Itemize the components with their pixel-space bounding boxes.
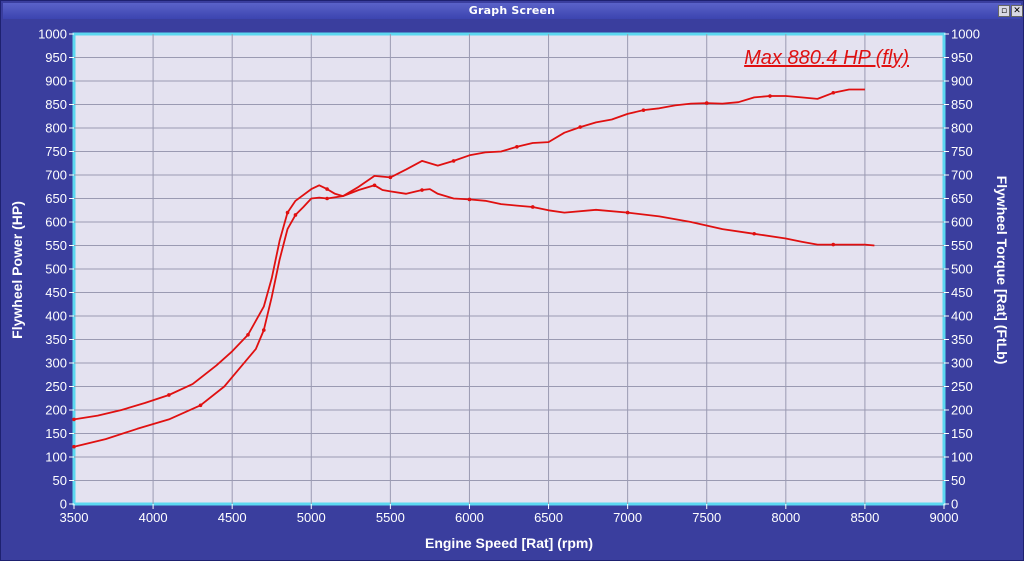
x-axis-title: Engine Speed [Rat] (rpm) bbox=[425, 535, 593, 551]
right-y-tick-label: 200 bbox=[951, 403, 973, 418]
right-y-tick-label: 950 bbox=[951, 50, 973, 65]
right-y-tick-label: 800 bbox=[951, 121, 973, 136]
title-bar[interactable]: Graph Screen ▫ ✕ bbox=[3, 3, 1023, 19]
max-power-annotation: Max 880.4 HP (fly) bbox=[744, 47, 909, 69]
right-y-tick-label: 750 bbox=[951, 144, 973, 159]
right-y-tick-label: 0 bbox=[951, 497, 958, 512]
curves bbox=[72, 88, 875, 449]
right-y-tick-label: 500 bbox=[951, 262, 973, 277]
right-y-tick-label: 850 bbox=[951, 97, 973, 112]
power-data-point bbox=[704, 101, 709, 105]
right-y-tick-label: 700 bbox=[951, 168, 973, 183]
torque-data-point bbox=[831, 242, 836, 247]
power-data-point bbox=[325, 196, 329, 201]
right-y-tick-label: 250 bbox=[951, 379, 973, 394]
close-icon[interactable]: ✕ bbox=[1011, 5, 1023, 17]
right-y-axis-title: Flywheel Torque [Rat] (FtLb) bbox=[994, 176, 1010, 365]
left-y-tick-label: 400 bbox=[45, 309, 67, 324]
power-data-point bbox=[72, 444, 76, 449]
power-data-point bbox=[831, 90, 836, 95]
torque-data-point bbox=[467, 197, 472, 202]
x-tick-label: 9000 bbox=[930, 510, 959, 525]
power-data-point bbox=[262, 328, 266, 332]
torque-data-point bbox=[167, 393, 171, 397]
left-y-tick-label: 200 bbox=[45, 403, 67, 418]
right-y-tick-label: 900 bbox=[951, 74, 973, 89]
x-tick-label: 5000 bbox=[297, 510, 326, 525]
power-data-point bbox=[198, 403, 203, 408]
left-y-tick-labels: 0 50 100 150 200 250 300 350 400 450 500 550 600 650 7… bbox=[38, 27, 74, 512]
power-data-point bbox=[768, 94, 772, 98]
left-y-tick-label: 450 bbox=[45, 285, 67, 300]
x-tick-label: 7500 bbox=[692, 510, 721, 525]
x-tick-label: 4500 bbox=[218, 510, 247, 525]
power-data-point bbox=[293, 213, 298, 217]
left-y-tick-label: 1000 bbox=[38, 27, 67, 42]
torque-data-point bbox=[752, 231, 756, 236]
left-y-tick-label: 700 bbox=[45, 168, 67, 183]
power-data-point bbox=[641, 108, 646, 112]
torque-data-point bbox=[325, 187, 329, 191]
right-y-tick-labels: 0 50 100 150 200 250 300 350 400 450 500 550 600 650 7… bbox=[944, 27, 980, 512]
left-y-tick-label: 550 bbox=[45, 238, 67, 253]
x-tick-label: 6000 bbox=[455, 510, 484, 525]
left-y-tick-label: 0 bbox=[60, 497, 67, 512]
torque-data-point bbox=[372, 183, 377, 188]
left-y-tick-label: 50 bbox=[53, 473, 67, 488]
right-y-tick-label: 100 bbox=[951, 450, 973, 465]
left-y-tick-label: 100 bbox=[45, 450, 67, 465]
left-y-tick-label: 350 bbox=[45, 332, 67, 347]
window-title: Graph Screen bbox=[468, 4, 556, 17]
left-y-tick-label: 500 bbox=[45, 262, 67, 277]
left-y-tick-label: 750 bbox=[45, 144, 67, 159]
left-y-tick-label: 900 bbox=[45, 74, 67, 89]
x-tick-label: 7000 bbox=[613, 510, 642, 525]
torque-curve bbox=[73, 184, 875, 421]
left-y-tick-label: 250 bbox=[45, 379, 67, 394]
torque-data-point bbox=[625, 210, 630, 215]
left-y-tick-label: 950 bbox=[45, 50, 67, 65]
right-y-tick-label: 50 bbox=[951, 473, 965, 488]
power-curve bbox=[73, 88, 865, 448]
right-y-tick-label: 550 bbox=[951, 238, 973, 253]
left-y-tick-label: 150 bbox=[45, 426, 67, 441]
left-y-tick-label: 650 bbox=[45, 191, 67, 206]
x-tick-label: 6500 bbox=[534, 510, 563, 525]
left-y-tick-label: 800 bbox=[45, 121, 67, 136]
power-data-point bbox=[451, 159, 456, 163]
torque-data-point bbox=[72, 417, 76, 422]
right-y-tick-label: 350 bbox=[951, 332, 973, 347]
power-data-point bbox=[578, 125, 582, 129]
right-y-tick-label: 600 bbox=[951, 215, 973, 230]
x-tick-label: 3500 bbox=[60, 510, 89, 525]
right-y-tick-label: 650 bbox=[951, 191, 973, 206]
restore-icon[interactable]: ▫ bbox=[998, 5, 1010, 17]
right-y-tick-label: 150 bbox=[951, 426, 973, 441]
x-tick-label: 4000 bbox=[139, 510, 168, 525]
right-y-tick-label: 1000 bbox=[951, 27, 980, 42]
torque-data-point bbox=[530, 205, 535, 209]
x-tick-label: 5500 bbox=[376, 510, 405, 525]
right-y-tick-label: 400 bbox=[951, 309, 973, 324]
left-y-tick-label: 300 bbox=[45, 356, 67, 371]
torque-data-point bbox=[285, 210, 290, 215]
left-y-axis-title: Flywheel Power (HP) bbox=[9, 201, 25, 339]
grid-lines bbox=[74, 34, 944, 504]
x-tick-label: 8500 bbox=[850, 510, 879, 525]
power-data-point bbox=[388, 175, 393, 180]
torque-data-point bbox=[246, 333, 250, 337]
left-y-tick-label: 600 bbox=[45, 215, 67, 230]
torque-data-point bbox=[420, 188, 424, 192]
x-tick-label: 8000 bbox=[771, 510, 800, 525]
right-y-tick-label: 450 bbox=[951, 285, 973, 300]
right-y-tick-label: 300 bbox=[951, 356, 973, 371]
power-data-point bbox=[515, 145, 519, 149]
x-tick-labels: 3500 4000 4500 5000 5500 6000 6500 7000 7500 8000… bbox=[60, 504, 959, 525]
left-y-tick-label: 850 bbox=[45, 97, 67, 112]
